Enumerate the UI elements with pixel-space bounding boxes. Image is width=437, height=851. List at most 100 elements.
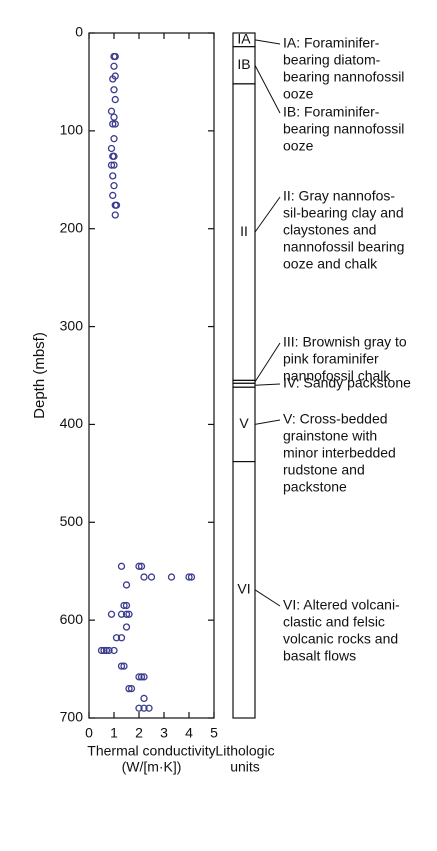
data-point (125, 610, 133, 618)
data-point (107, 107, 116, 115)
leader-line (254, 342, 281, 383)
data-point (111, 201, 119, 209)
data-point (117, 634, 126, 642)
unit-label: IB (237, 56, 250, 72)
y-tick-label: 100 (60, 122, 84, 138)
data-point (110, 113, 118, 121)
unit-description: basalt flows (283, 648, 356, 664)
unit-description: ooze and chalk (283, 256, 378, 272)
data-point (122, 623, 131, 631)
unit-description: packstone (283, 479, 347, 495)
data-point (140, 573, 148, 581)
plot-frame (88, 32, 215, 719)
data-point (137, 673, 146, 681)
data-point (185, 573, 193, 581)
data-point (109, 191, 117, 200)
unit-description: IB: Foraminifer- (283, 104, 380, 120)
data-point (109, 75, 117, 83)
unit-description: IV: Sandy packstone (283, 375, 411, 391)
data-point (137, 562, 146, 570)
y-tick-label: 400 (60, 415, 84, 431)
unit-description: bearing nannofossil (283, 121, 404, 137)
data-point (135, 562, 143, 570)
x-axis-title: Thermal conductivity (87, 743, 215, 759)
data-point (109, 120, 117, 128)
unit-description: bearing nannofossil (283, 69, 404, 85)
unit-description: nannofossil bearing (283, 239, 404, 255)
unit-label: II (240, 223, 248, 239)
x-axis-title: (W/[m·K]) (122, 759, 182, 775)
x-tick-label: 0 (85, 725, 93, 741)
unit-description: pink foraminifer (283, 351, 379, 367)
x-tick-label: 1 (110, 725, 118, 741)
data-point (145, 704, 153, 712)
leader-line (254, 196, 281, 233)
data-point (110, 646, 118, 655)
unit-description: VI: Altered volcani- (283, 597, 400, 613)
data-point (110, 86, 118, 94)
unit-description: rudstone and (283, 462, 365, 478)
lithology-title: units (230, 759, 260, 775)
data-point (111, 52, 119, 61)
unit-description: V: Cross-bedded (283, 411, 388, 427)
data-point (107, 144, 116, 153)
unit-description: ooze (283, 86, 314, 102)
data-point (147, 573, 156, 581)
y-tick-label: 700 (60, 709, 84, 725)
data-point (97, 646, 106, 655)
unit-description: IA: Foraminifer- (283, 35, 380, 51)
data-point (117, 610, 126, 618)
unit-description: volcanic rocks and (283, 631, 398, 647)
data-point (122, 610, 131, 618)
data-point (122, 601, 131, 610)
unit-description: minor interbedded (283, 445, 396, 461)
unit-label: IA (237, 31, 251, 47)
data-point (110, 182, 118, 190)
unit-description: ooze (283, 138, 314, 154)
data-point (110, 135, 118, 143)
x-tick-label: 4 (185, 725, 193, 741)
y-tick-label: 600 (60, 611, 84, 627)
data-point (125, 684, 133, 693)
x-tick-label: 2 (135, 725, 143, 741)
y-tick-label: 500 (60, 513, 84, 529)
leader-line (254, 383, 281, 386)
data-point (111, 120, 119, 128)
data-point (102, 646, 111, 655)
data-point (112, 634, 121, 642)
y-tick-label: 0 (75, 24, 83, 40)
data-point (110, 152, 118, 160)
data-point (140, 673, 148, 681)
y-tick-label: 300 (60, 317, 84, 333)
unit-description: claystones and (283, 222, 376, 238)
data-point (110, 62, 118, 70)
data-point (140, 704, 148, 712)
unit-description: clastic and felsic (283, 614, 385, 630)
data-point (120, 662, 128, 670)
data-point (109, 172, 117, 180)
unit-description: II: Gray nannofos- (283, 188, 395, 204)
y-tick-label: 200 (60, 219, 84, 235)
data-point (110, 161, 118, 169)
data-point (105, 646, 113, 655)
data-point (135, 704, 143, 712)
data-point (100, 646, 108, 655)
data-point (107, 161, 116, 169)
data-point (107, 610, 116, 618)
y-axis-title: Depth (mbsf) (31, 332, 48, 419)
unit-description: sil-bearing clay and (283, 205, 404, 221)
data-point (117, 562, 126, 570)
unit-description: bearing diatom- (283, 52, 381, 68)
lithology-title: Lithologic (215, 743, 274, 759)
leader-line (254, 65, 281, 114)
unit-label: V (239, 415, 249, 431)
data-point (135, 673, 143, 681)
leader-line (254, 419, 281, 425)
data-point (120, 601, 128, 610)
data-point (117, 662, 126, 670)
data-point (122, 581, 131, 589)
x-tick-label: 5 (210, 725, 218, 741)
leader-line (254, 589, 281, 607)
unit-description: grainstone with (283, 428, 377, 444)
